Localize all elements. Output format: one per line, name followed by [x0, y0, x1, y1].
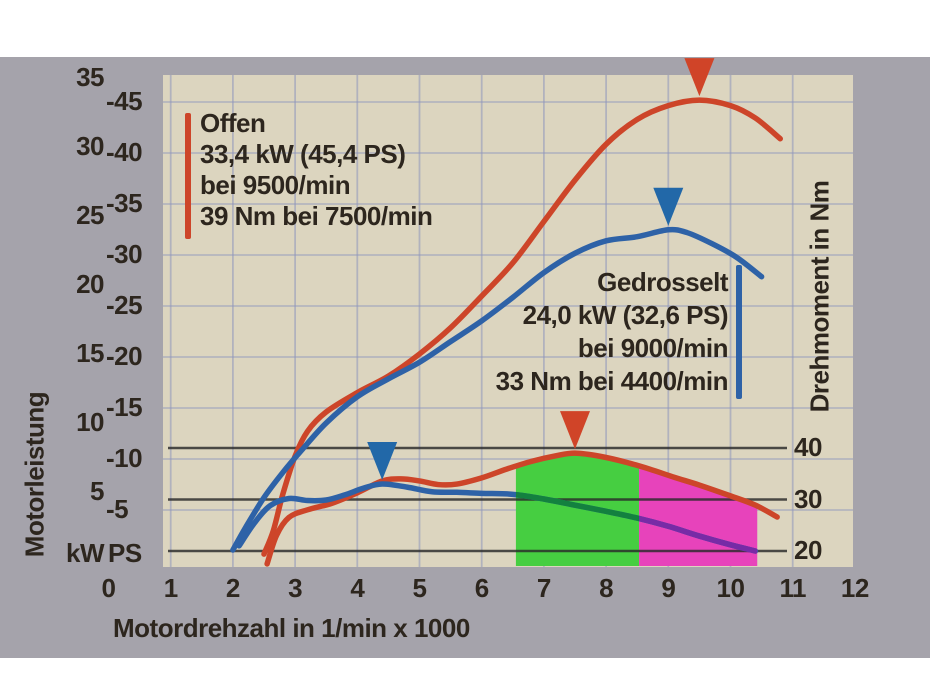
- curve-gedrosselt-drehmoment-over-band: [639, 515, 758, 554]
- x-tick-label: 2: [225, 573, 240, 603]
- x-tick-label: 7: [536, 573, 551, 603]
- kw-tick-label: 25: [76, 200, 104, 230]
- kw-tick-label: 5: [90, 476, 104, 506]
- curve-offen-leistung: [261, 97, 784, 557]
- kw-unit-label: kW: [66, 538, 105, 568]
- x-tick-label: 1: [163, 573, 178, 603]
- ps-tick-label: -35: [106, 188, 143, 218]
- kw-tick-label: 10: [76, 407, 104, 437]
- x-axis-title: Motordrehzahl in 1/min x 1000: [113, 613, 470, 643]
- offen-legend-power: 33,4 kW (45,4 PS): [200, 139, 406, 169]
- curve-offen-drehmoment: [264, 450, 780, 567]
- ps-unit-label: PS: [108, 538, 142, 568]
- offen-legend-torque: 39 Nm bei 7500/min: [200, 201, 433, 231]
- x-tick-label: 6: [474, 573, 489, 603]
- ps-tick-label: -25: [106, 290, 143, 320]
- ps-tick-label: -20: [106, 341, 143, 371]
- right-axis-title: Drehmoment in Nm: [804, 180, 835, 413]
- kw-tick-label: 35: [76, 62, 104, 92]
- x-tick-label: 12: [840, 573, 869, 603]
- kw-tick-label: 20: [76, 269, 104, 299]
- photo-of-chart-page: 35 30 25 20 15 10 5 -45 -40 -35 -30 -25 -20 -15 -10 -5 4…: [0, 57, 930, 658]
- x-tick-label: 4: [350, 573, 365, 603]
- green-band: [515, 454, 640, 566]
- offen-legend-rpm: bei 9500/min: [200, 170, 351, 200]
- nm-tick-label: 20: [794, 535, 822, 565]
- peak-marker-offen-power-peak: [684, 58, 715, 97]
- gedrosselt-legend-torque: 33 Nm bei 4400/min: [495, 366, 729, 396]
- kw-tick-label: 15: [76, 338, 104, 368]
- x-tick-label: 11: [779, 573, 806, 603]
- x-tick-label: 10: [716, 573, 745, 603]
- ps-tick-label: -40: [106, 137, 143, 167]
- ps-tick-label: -30: [106, 239, 143, 269]
- nm-tick-label: 30: [794, 483, 822, 514]
- offen-legend-color-bar: [185, 113, 191, 239]
- offen-legend-title: Offen: [200, 108, 266, 138]
- ps-tick-label: -45: [106, 86, 143, 116]
- gedrosselt-legend: Gedrosselt 24,0 kW (32,6 PS) bei 9000/mi…: [495, 266, 729, 398]
- peak-marker-gedrosselt-torque-peak: [367, 442, 398, 481]
- kw-tick-label: 30: [76, 131, 104, 161]
- ps-tick-label: -15: [106, 392, 143, 422]
- x-tick-label: 5: [412, 573, 427, 603]
- gedrosselt-legend-title: Gedrosselt: [597, 267, 728, 297]
- x-tick-label: 9: [661, 573, 676, 603]
- gedrosselt-legend-power: 24,0 kW (32,6 PS): [522, 300, 729, 330]
- offen-legend: Offen 33,4 kW (45,4 PS) bei 9500/min 39 …: [200, 108, 433, 232]
- x-tick-label: 3: [288, 573, 303, 603]
- curve-gedrosselt-leistung: [230, 226, 765, 553]
- ps-tick-label: -10: [106, 443, 143, 473]
- nm-tick-label: 40: [794, 432, 822, 462]
- x-tick-label: 8: [599, 573, 614, 603]
- gedrosselt-legend-rpm: bei 9000/min: [577, 333, 729, 363]
- peak-marker-offen-torque-peak: [560, 411, 590, 450]
- x-tick-label: 0: [101, 573, 116, 603]
- ps-tick-label: -5: [106, 494, 129, 524]
- peak-marker-gedrosselt-power-peak: [653, 187, 684, 226]
- gedrosselt-legend-color-bar: [736, 265, 742, 399]
